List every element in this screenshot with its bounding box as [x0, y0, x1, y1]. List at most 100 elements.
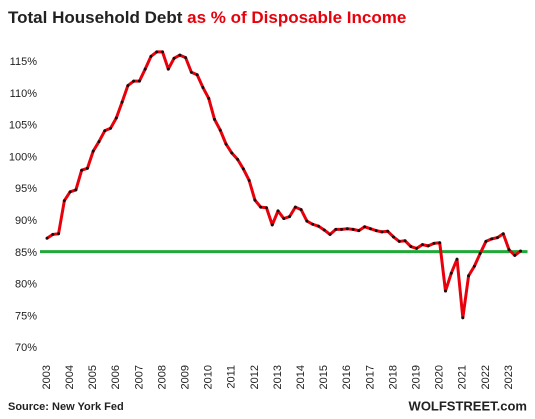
data-point: [109, 126, 113, 130]
data-point: [478, 252, 482, 256]
data-point: [368, 227, 372, 231]
data-point: [432, 241, 436, 245]
y-tick-label: 100%: [9, 151, 37, 163]
data-point: [490, 237, 494, 241]
data-point: [80, 168, 84, 172]
y-tick-label: 110%: [10, 88, 38, 100]
data-point: [328, 232, 332, 236]
x-tick-label: 2013: [272, 365, 284, 389]
x-tick-label: 2007: [133, 365, 145, 389]
data-point: [501, 232, 505, 236]
data-point: [340, 227, 344, 231]
x-tick-label: 2009: [180, 365, 192, 389]
data-point: [455, 257, 459, 261]
x-tick-label: 2010: [203, 365, 215, 389]
data-point: [334, 227, 338, 231]
data-point: [276, 209, 280, 213]
x-tick-label: 2014: [295, 365, 307, 389]
data-point: [438, 241, 442, 245]
data-point: [126, 84, 130, 88]
watermark: WOLFSTREET.com: [409, 398, 527, 413]
data-point: [392, 235, 396, 239]
data-point: [253, 198, 257, 202]
data-point: [305, 219, 309, 223]
x-tick-label: 2006: [110, 365, 122, 389]
data-point: [403, 239, 407, 243]
x-tick-label: 2019: [411, 365, 423, 389]
x-tick-label: 2017: [364, 365, 376, 389]
x-tick-label: 2018: [387, 365, 399, 389]
data-point: [184, 56, 188, 60]
data-point: [461, 316, 465, 320]
data-point: [484, 239, 488, 243]
y-tick-label: 70%: [15, 342, 37, 354]
data-point: [357, 229, 361, 233]
data-point: [143, 67, 147, 71]
data-point: [513, 253, 517, 257]
data-point: [380, 230, 384, 234]
data-point: [166, 67, 170, 71]
x-tick-label: 2003: [41, 365, 53, 389]
x-tick-label: 2015: [318, 365, 330, 389]
y-tick-label: 80%: [15, 279, 37, 291]
chart-title: Total Household Debt as % of Disposable …: [8, 8, 406, 27]
data-point: [132, 79, 136, 83]
data-point: [311, 222, 315, 226]
data-point: [195, 73, 199, 77]
data-point: [172, 56, 176, 60]
y-tick-label: 95%: [15, 183, 37, 195]
data-point: [351, 227, 355, 231]
data-point: [519, 249, 523, 253]
x-tick-label: 2008: [156, 365, 168, 389]
data-point: [270, 223, 274, 227]
data-point: [472, 264, 476, 268]
data-point: [259, 205, 263, 209]
data-point: [62, 199, 66, 203]
data-point: [103, 129, 107, 133]
data-point: [282, 217, 286, 221]
data-point: [45, 236, 49, 240]
data-point: [120, 100, 124, 104]
data-point: [114, 116, 118, 120]
data-point: [161, 50, 165, 54]
data-point: [91, 149, 95, 153]
y-tick-label: 105%: [9, 120, 37, 132]
x-tick-label: 2021: [457, 365, 469, 389]
data-point: [409, 245, 413, 249]
data-point: [415, 246, 419, 250]
data-point: [212, 117, 216, 121]
data-point: [420, 243, 424, 247]
x-tick-label: 2016: [341, 365, 353, 389]
data-point: [397, 239, 401, 243]
y-tick-label: 90%: [15, 215, 37, 227]
data-point: [443, 289, 447, 293]
data-point: [97, 140, 101, 144]
data-point: [467, 274, 471, 278]
data-point: [316, 224, 320, 228]
data-point: [149, 54, 153, 58]
data-point: [386, 229, 390, 233]
data-point: [178, 53, 182, 57]
x-tick-label: 2011: [226, 365, 238, 389]
data-point: [85, 166, 89, 170]
data-point: [230, 151, 234, 155]
title-highlight: as % of Disposable Income: [187, 8, 406, 27]
data-point: [426, 244, 430, 248]
x-tick-label: 2020: [434, 365, 446, 389]
data-point: [241, 167, 245, 171]
data-point: [299, 208, 303, 212]
data-point: [74, 188, 78, 192]
y-tick-label: 115%: [10, 56, 38, 68]
data-point: [236, 157, 240, 161]
data-point: [449, 271, 453, 275]
data-point: [68, 190, 72, 194]
data-point: [288, 215, 292, 219]
x-tick-label: 2005: [87, 365, 99, 389]
data-point: [224, 142, 228, 146]
data-point: [363, 225, 367, 229]
data-point: [495, 236, 499, 240]
x-tick-label: 2023: [503, 365, 515, 389]
data-point: [293, 205, 297, 209]
data-line: [46, 50, 522, 320]
data-point: [137, 79, 141, 83]
